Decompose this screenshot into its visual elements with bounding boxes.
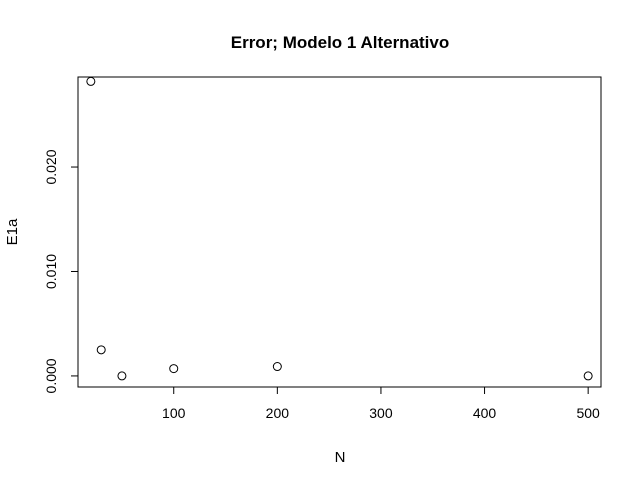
x-tick-label: 500: [576, 405, 600, 421]
x-tick-label: 400: [473, 405, 497, 421]
data-point: [96, 345, 106, 355]
x-tick-label: 300: [369, 405, 393, 421]
y-tick-label: 0.010: [43, 254, 59, 289]
data-point: [583, 371, 593, 381]
y-axis: 0.000 0.010 0.020: [43, 149, 79, 393]
x-axis-label: N: [335, 449, 346, 466]
chart-title: Error; Modelo 1 Alternativo: [231, 33, 450, 52]
data-points: [86, 76, 593, 381]
y-tick-label: 0.000: [43, 358, 59, 393]
y-axis-label: E1a: [4, 218, 21, 245]
x-tick-label: 100: [162, 405, 186, 421]
data-point: [169, 364, 179, 374]
data-point: [272, 362, 282, 372]
x-axis: 100 200 300 400 500: [162, 386, 600, 421]
data-point: [86, 76, 96, 86]
x-tick-label: 200: [266, 405, 290, 421]
data-point: [117, 371, 127, 381]
y-tick-label: 0.020: [43, 149, 59, 184]
